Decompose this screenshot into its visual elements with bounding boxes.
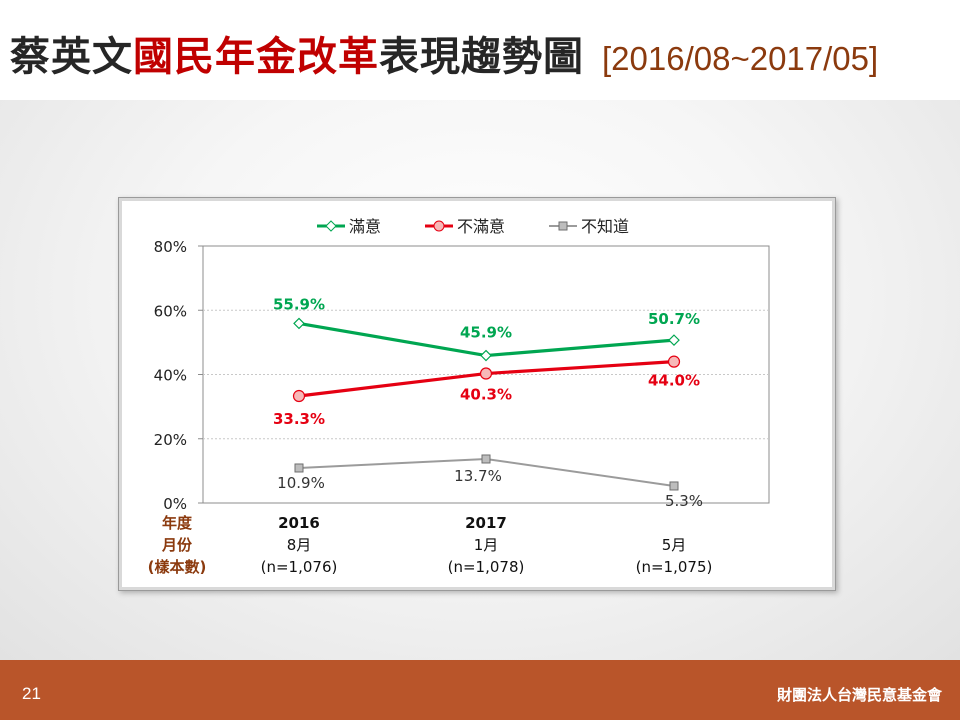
organization-name: 財團法人台灣民意基金會 [776,686,942,704]
title-date-range: [2016/08~2017/05] [602,40,879,77]
x-row-label: 年度 [162,514,193,532]
x-year-label: 2016 [278,514,320,532]
x-month-label: 8月 [287,536,312,554]
x-row-label: 月份 [161,536,193,554]
slide-title: 蔡英文 國民年金改革 表現趨勢圖 [2016/08~2017/05] [10,24,878,84]
trend-chart: 0% 20% 40% 60% 80% 55.9% 45.9% 50.7% 33.3% 40.3% 4… [148,217,770,576]
data-label-unsatisfied: 44.0% [648,372,700,390]
y-tick-label: 20% [154,431,187,449]
legend-marker-satisfied [325,220,337,232]
data-point-unknown [669,481,679,491]
legend-label-satisfied: 滿意 [349,217,381,236]
y-tick-label: 0% [163,495,187,513]
x-month-label: 1月 [474,536,499,554]
page-number: 21 [22,684,41,703]
x-month-label: 5月 [662,536,687,554]
data-label-unsatisfied: 33.3% [273,410,325,428]
legend-label-unsatisfied: 不滿意 [457,217,505,236]
legend-label-unknown: 不知道 [581,217,629,236]
legend-marker-unsatisfied [433,220,445,232]
footer-bar: 21 財團法人台灣民意基金會 [0,660,960,720]
y-tick-label: 60% [154,302,187,320]
data-label-satisfied: 50.7% [648,310,700,328]
title-part-topic: 國民年金改革 [133,34,379,80]
y-tick-label: 80% [154,238,187,256]
data-point-satisfied [293,317,305,330]
data-point-unsatisfied [292,389,306,403]
data-point-unknown [294,463,304,473]
data-point-satisfied [480,349,492,362]
data-label-unsatisfied: 40.3% [460,386,512,404]
data-point-unknown [481,454,491,464]
data-point-unsatisfied [479,367,493,380]
title-part-suffix: 表現趨勢圖 [379,34,584,80]
data-point-satisfied [668,334,680,346]
x-year-label: 2017 [465,514,507,532]
x-row-label: (樣本數) [148,558,207,576]
data-label-unknown: 13.7% [454,467,502,485]
chart-panel: 0% 20% 40% 60% 80% 55.9% 45.9% 50.7% 33.3% 40.3% 4… [118,197,836,591]
y-tick-label: 40% [154,367,187,385]
title-bar: 蔡英文 國民年金改革 表現趨勢圖 [2016/08~2017/05] [0,0,960,100]
title-part-name: 蔡英文 [10,34,133,80]
x-sample-label: (n=1,075) [636,558,713,576]
legend-marker-unknown [558,221,568,231]
data-point-unsatisfied [667,355,681,368]
data-label-unknown: 10.9% [277,474,325,492]
data-label-unknown: 5.3% [665,492,703,510]
data-label-satisfied: 55.9% [273,295,325,313]
x-sample-label: (n=1,078) [448,558,525,576]
x-sample-label: (n=1,076) [261,558,338,576]
data-label-satisfied: 45.9% [460,324,512,342]
